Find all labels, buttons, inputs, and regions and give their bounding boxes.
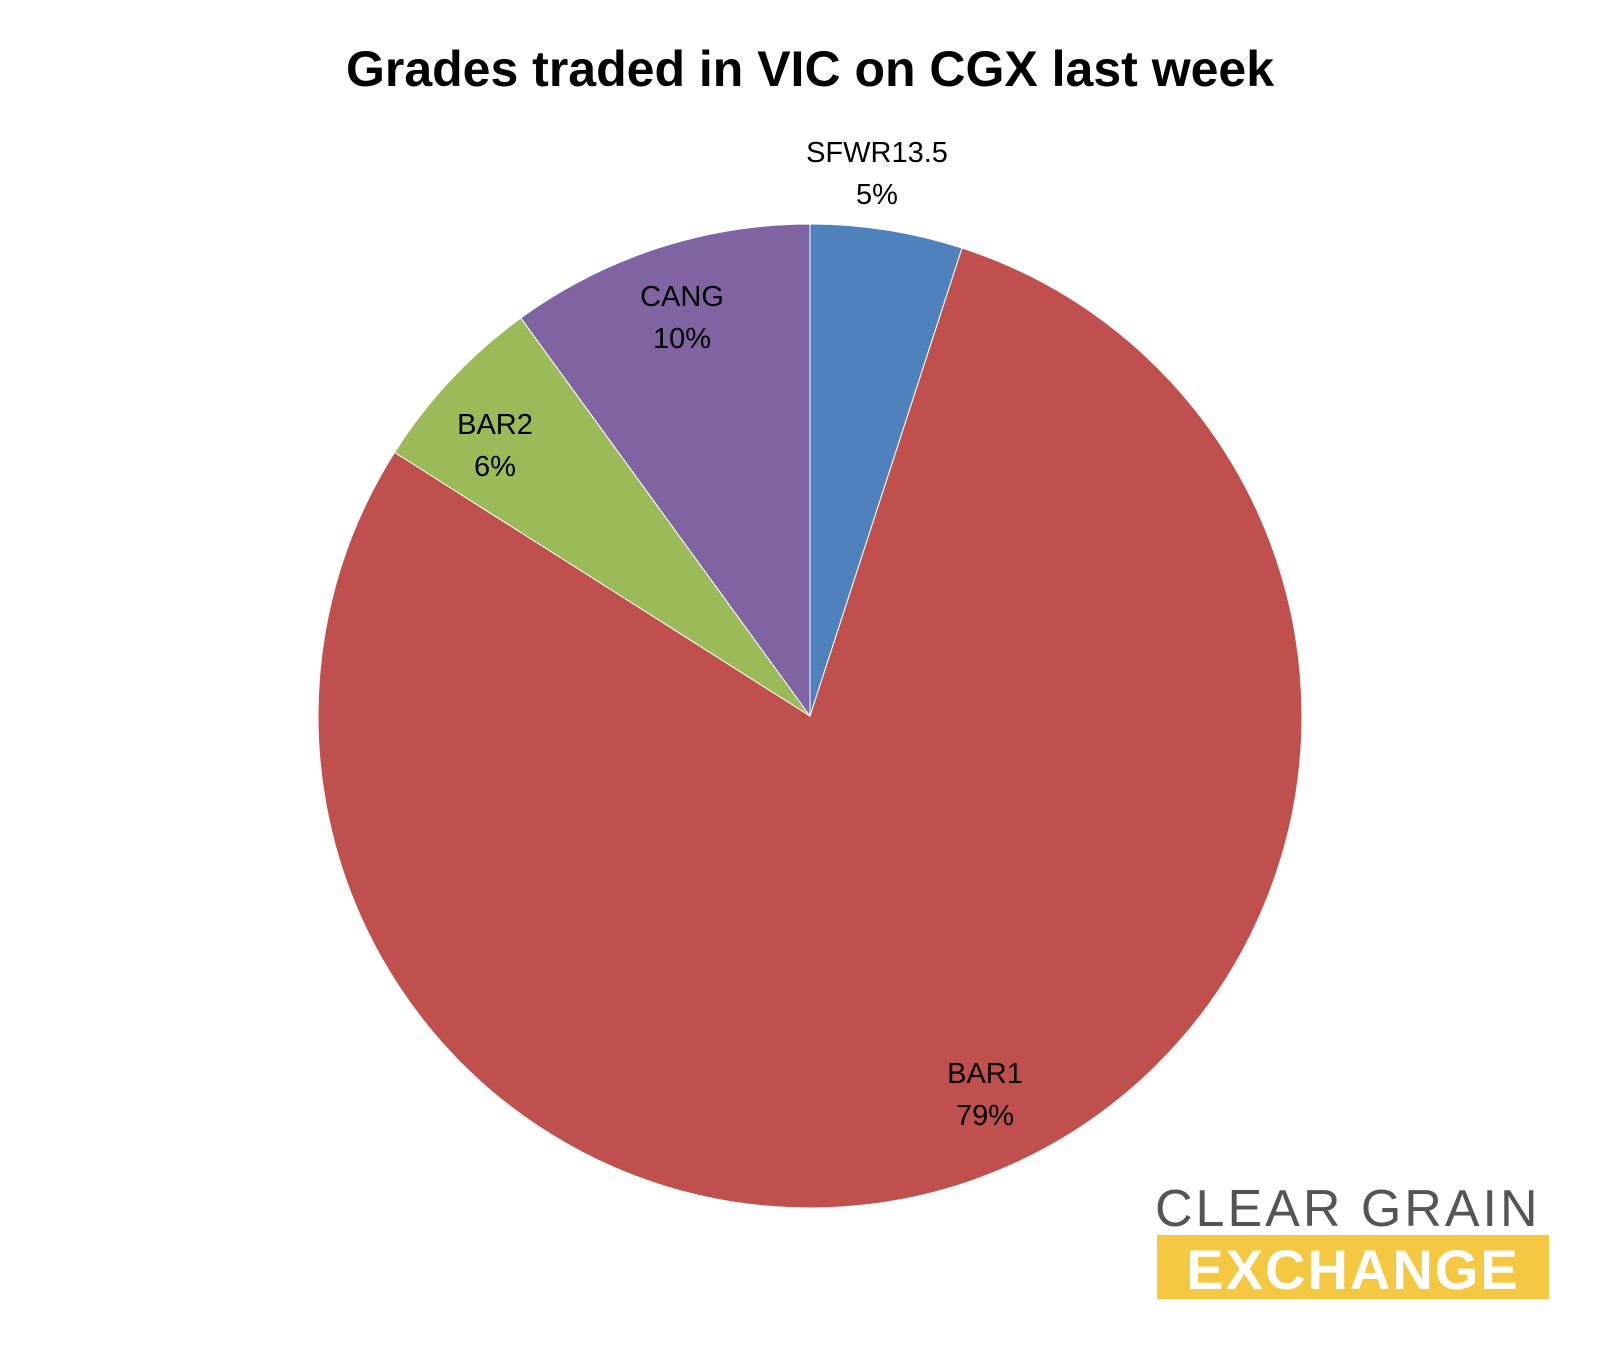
slice-category-label: CANG (640, 281, 724, 313)
logo-line1: CLEAR GRAIN (1155, 1180, 1541, 1238)
logo-band (1157, 1235, 1549, 1299)
slice-category-label: SFWR13.5 (806, 137, 948, 169)
pie-slice-sfwr13-5 (809, 223, 963, 717)
pie-slice-bar1 (317, 247, 1303, 1209)
chart-title: Grades traded in VIC on CGX last week (346, 41, 1274, 97)
slice-percent-label: 79% (956, 1100, 1014, 1132)
slice-percent-label: 6% (474, 451, 516, 483)
slice-category-label: BAR2 (457, 409, 533, 441)
slice-percent-label: 5% (856, 179, 898, 211)
logo-line2: EXCHANGE (1186, 1238, 1519, 1301)
clear-grain-exchange-logo: CLEAR GRAIN EXCHANGE (1155, 1180, 1549, 1301)
slice-labels: SFWR13.5 5% BAR1 79% BAR2 6% CANG 10% (457, 137, 1023, 1132)
pie-slices (317, 223, 1303, 1209)
slice-percent-label: 10% (653, 323, 711, 355)
pie-slice-bar2 (393, 317, 811, 717)
slice-category-label: BAR1 (947, 1058, 1023, 1090)
pie-slice-cang (520, 223, 811, 718)
